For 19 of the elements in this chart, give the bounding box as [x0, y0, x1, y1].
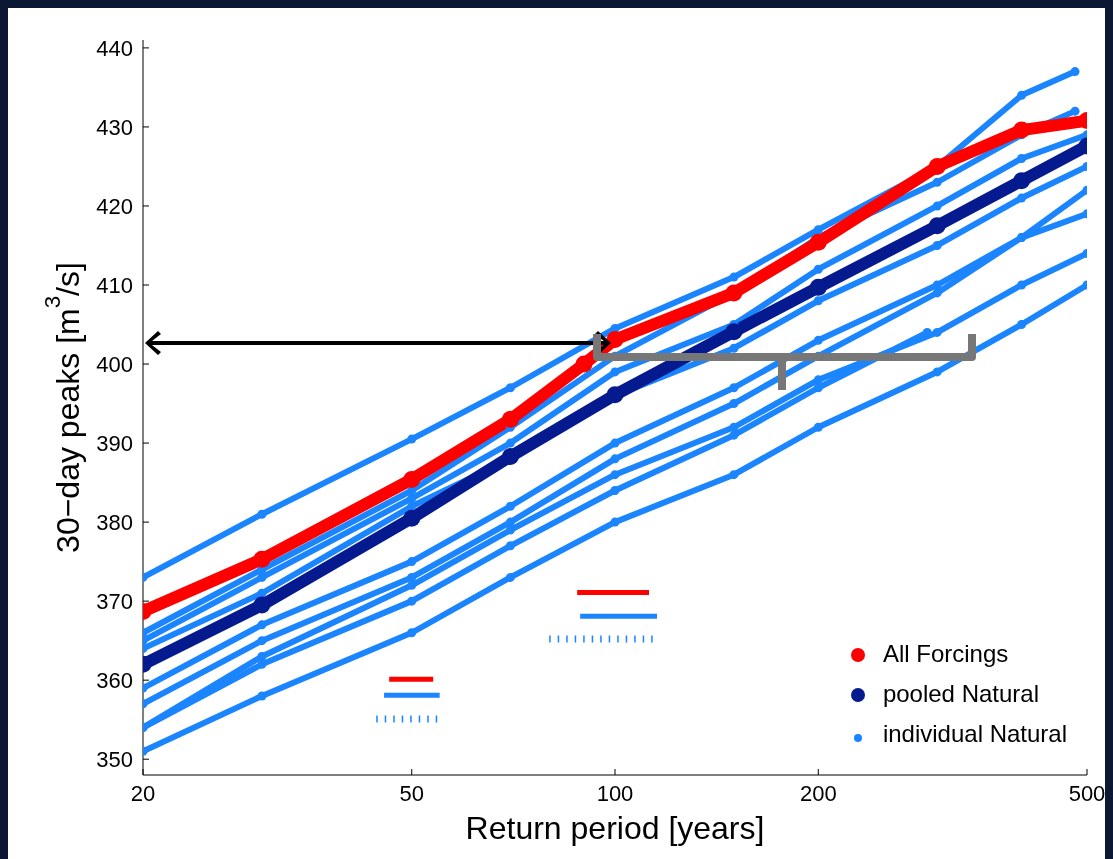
y-tick-label: 430: [96, 114, 133, 140]
y-tick-label: 390: [96, 430, 133, 456]
legend-label: pooled Natural: [882, 680, 1039, 708]
x-tick-label: 20: [130, 780, 156, 806]
x-tick-label: 200: [799, 780, 837, 806]
y-tick-label: 350: [96, 747, 133, 772]
legend-label: All Forcings: [882, 640, 1009, 668]
x-tick-label: 100: [596, 780, 634, 806]
legend-label: individual Natural: [882, 720, 1067, 748]
x-tick-label: 50: [399, 780, 424, 806]
y-tick-label: 380: [96, 509, 133, 535]
y-tick-label: 420: [96, 193, 133, 219]
y-tick-label: 440: [96, 35, 133, 61]
x-tick-label: 500: [1068, 780, 1106, 806]
y-tick-label: 400: [96, 351, 133, 377]
y-tick-label: 370: [96, 588, 133, 614]
x-axis-title: Return period [years]: [465, 810, 765, 846]
y-tick-label: 410: [96, 272, 133, 298]
y-tick-label: 360: [96, 667, 133, 693]
